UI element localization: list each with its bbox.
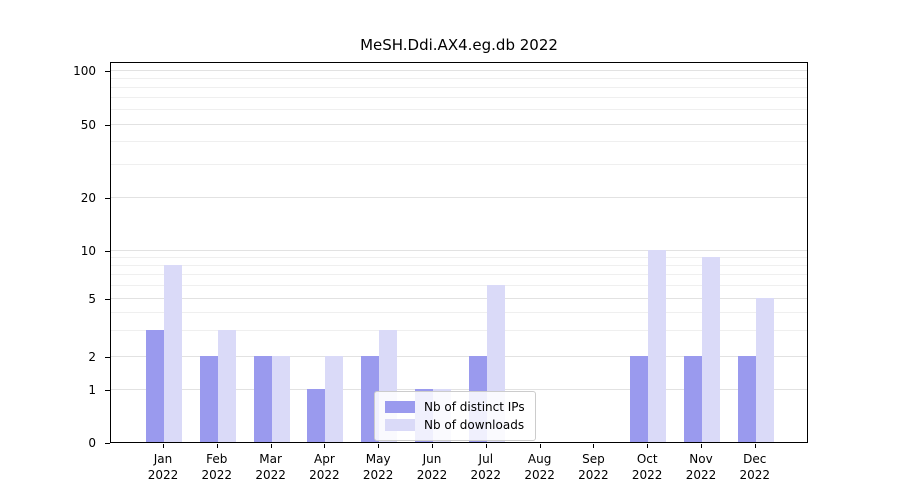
y-tick-mark — [105, 70, 110, 72]
x-tick-label: Mar 2022 — [255, 452, 286, 482]
x-tick-mark — [378, 444, 380, 448]
minor-gridline — [111, 164, 807, 166]
x-tick-label: May 2022 — [362, 452, 394, 482]
x-tick-mark — [593, 444, 595, 448]
bar-distinct-ips — [630, 356, 649, 442]
bar-downloads — [271, 356, 290, 442]
minor-gridline — [111, 329, 807, 331]
legend-label-downloads: Nb of downloads — [424, 418, 525, 432]
legend-row-distinct-ips: Nb of distinct IPs — [385, 398, 525, 416]
x-tick-mark — [216, 444, 218, 448]
x-tick-mark — [539, 444, 541, 448]
minor-gridline — [111, 77, 807, 79]
x-tick-label: Jan 2022 — [147, 452, 179, 482]
x-tick-label: Sep 2022 — [578, 452, 609, 482]
bar-distinct-ips — [737, 356, 756, 442]
legend-swatch-distinct-ips — [385, 401, 415, 413]
minor-gridline — [111, 109, 807, 111]
x-tick-label: Nov 2022 — [685, 452, 717, 482]
minor-gridline — [111, 141, 807, 143]
y-tick-label: 100 — [73, 64, 96, 78]
chart-title: MeSH.Ddi.AX4.eg.db 2022 — [360, 36, 558, 54]
bar-downloads — [164, 265, 182, 442]
y-tick-label: 10 — [80, 244, 96, 258]
major-gridline — [111, 388, 807, 390]
major-gridline — [111, 123, 807, 125]
x-tick-mark — [432, 444, 433, 448]
minor-gridline — [111, 97, 807, 99]
y-tick-mark — [105, 197, 110, 199]
major-gridline — [111, 297, 807, 299]
legend-swatch-downloads — [385, 419, 415, 431]
minor-gridline — [111, 284, 807, 286]
minor-gridline — [111, 311, 807, 313]
y-tick-label: 2 — [88, 350, 96, 364]
x-tick-mark — [485, 444, 487, 448]
bar-downloads — [648, 250, 667, 442]
x-tick-mark — [324, 444, 326, 448]
bar-downloads — [325, 356, 344, 442]
bar-distinct-ips — [199, 356, 218, 442]
x-tick-label: Jun 2022 — [416, 452, 448, 482]
y-tick-mark — [105, 389, 110, 391]
bar-distinct-ips — [253, 356, 272, 442]
bar-distinct-ips — [146, 330, 164, 442]
y-tick-label: 1 — [88, 383, 96, 397]
legend-label-distinct-ips: Nb of distinct IPs — [424, 400, 525, 414]
x-tick-label: Aug 2022 — [524, 452, 555, 482]
plot-area — [110, 62, 808, 443]
bar-downloads — [755, 298, 774, 442]
y-tick-label: 50 — [80, 118, 96, 132]
y-tick-mark — [105, 250, 110, 252]
x-tick-mark — [701, 444, 702, 448]
minor-gridline — [111, 256, 807, 258]
y-tick-label: 20 — [80, 191, 96, 205]
x-tick-label: Dec 2022 — [739, 452, 771, 482]
y-tick-mark — [105, 124, 110, 126]
x-tick-mark — [163, 444, 164, 448]
x-tick-mark — [754, 444, 756, 448]
major-gridline — [111, 249, 807, 251]
y-tick-mark — [105, 298, 110, 300]
x-tick-mark — [270, 444, 272, 448]
y-tick-label: 5 — [88, 292, 96, 306]
bar-downloads — [702, 257, 720, 442]
major-gridline — [111, 355, 807, 357]
x-tick-label: Apr 2022 — [309, 452, 340, 482]
bar-downloads — [217, 330, 236, 442]
major-gridline — [111, 69, 807, 71]
bar-distinct-ips — [307, 389, 326, 442]
x-tick-mark — [647, 444, 649, 448]
y-tick-label: 0 — [88, 436, 96, 450]
x-tick-label: Feb 2022 — [201, 452, 233, 482]
minor-gridline — [111, 86, 807, 88]
minor-gridline — [111, 264, 807, 266]
legend-row-downloads: Nb of downloads — [385, 416, 525, 434]
x-tick-label: Oct 2022 — [631, 452, 663, 482]
y-tick-mark — [105, 356, 110, 358]
minor-gridline — [111, 274, 807, 276]
legend: Nb of distinct IPs Nb of downloads — [374, 391, 536, 441]
bar-distinct-ips — [684, 356, 702, 442]
major-gridline — [111, 196, 807, 198]
y-tick-mark — [105, 442, 110, 444]
x-tick-label: Jul 2022 — [470, 452, 502, 482]
